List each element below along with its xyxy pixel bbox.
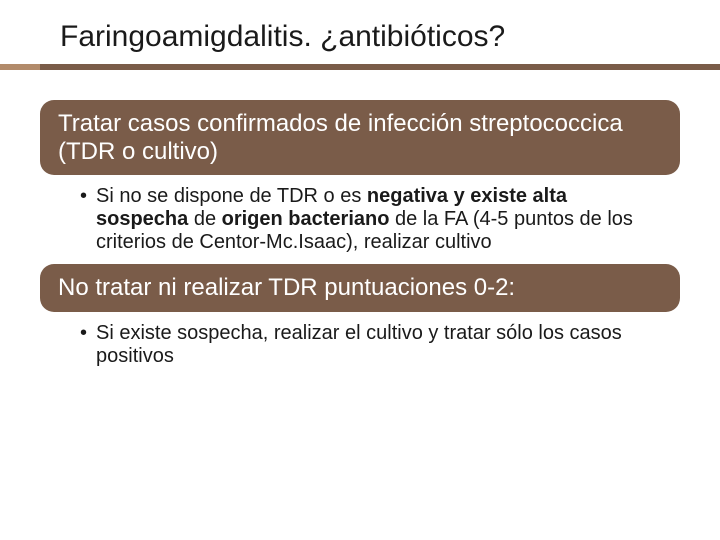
bullet-marker-icon: • [80,185,96,208]
bullet-text: Si existe sospecha, realizar el cultivo … [96,322,660,368]
accent-bar-right [40,64,720,70]
section-1-header: Tratar casos confirmados de infección st… [40,100,680,175]
bullet-item: • Si existe sospecha, realizar el cultiv… [80,322,660,368]
section-1-header-text: Tratar casos confirmados de infección st… [58,110,662,165]
accent-bar-left [0,64,40,70]
content-area: Tratar casos confirmados de infección st… [0,70,720,378]
bullet-text: Si no se dispone de TDR o es negativa y … [96,185,660,254]
bullet-marker-icon: • [80,322,96,345]
accent-bar [0,64,720,70]
section-2-bullets: • Si existe sospecha, realizar el cultiv… [40,316,680,378]
section-1-bullets: • Si no se dispone de TDR o es negativa … [40,179,680,264]
section-2-header-text: No tratar ni realizar TDR puntuaciones 0… [58,274,662,302]
slide: Faringoamigdalitis. ¿antibióticos? Trata… [0,0,720,540]
bullet-item: • Si no se dispone de TDR o es negativa … [80,185,660,254]
section-2-header: No tratar ni realizar TDR puntuaciones 0… [40,264,680,312]
slide-title: Faringoamigdalitis. ¿antibióticos? [0,0,720,64]
